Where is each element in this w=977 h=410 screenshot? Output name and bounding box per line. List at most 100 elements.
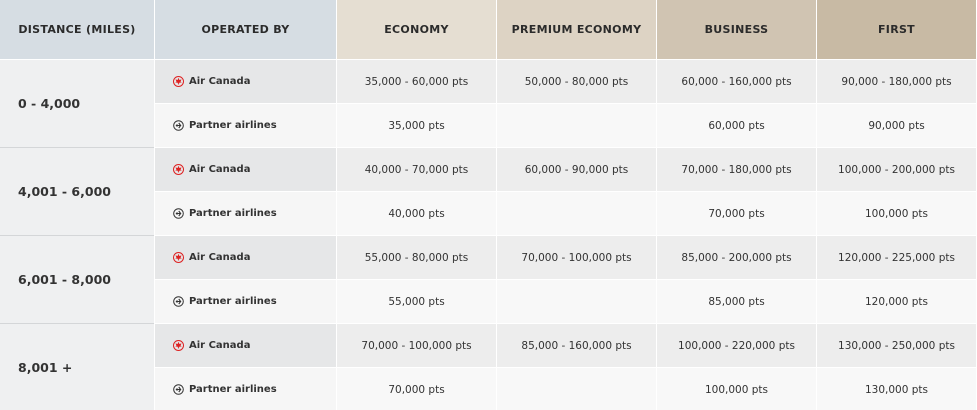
cell-text: 6,001 - 8,000	[18, 272, 111, 287]
cell-text: 120,000 - 225,000 pts	[838, 251, 955, 264]
fare-cell: 55,000 - 80,000 pts	[337, 236, 496, 279]
cell-text: 100,000 pts	[864, 207, 928, 220]
fare-cell: 40,000 pts	[337, 192, 496, 235]
cell-text: 40,000 - 70,000 pts	[364, 163, 469, 176]
cell-text: 60,000 - 90,000 pts	[524, 163, 629, 176]
cell-text: 55,000 pts	[388, 295, 445, 308]
fare-cell: 85,000 pts	[657, 280, 816, 323]
cell-text: Partner airlines	[189, 120, 277, 131]
cell-text: 60,000 - 160,000 pts	[681, 75, 792, 88]
air-canada-icon	[173, 76, 184, 87]
fare-cell: 100,000 pts	[817, 192, 976, 235]
fare-cell: 90,000 pts	[817, 104, 976, 147]
fare-cell: 35,000 pts	[337, 104, 496, 147]
fare-cell: 70,000 - 100,000 pts	[337, 324, 496, 367]
column-header: FIRST	[817, 0, 976, 59]
cell-text: 120,000 pts	[864, 295, 928, 308]
column-header: ECONOMY	[337, 0, 496, 59]
cell-text: DISTANCE (MILES)	[18, 23, 136, 36]
partner-icon	[173, 296, 184, 307]
fare-cell	[497, 104, 656, 147]
column-header: PREMIUM ECONOMY	[497, 0, 656, 59]
fare-cell: 100,000 - 200,000 pts	[817, 148, 976, 191]
fare-cell: 120,000 pts	[817, 280, 976, 323]
fare-cell: 85,000 - 160,000 pts	[497, 324, 656, 367]
fare-cell: 60,000 pts	[657, 104, 816, 147]
cell-text: 70,000 - 100,000 pts	[361, 339, 472, 352]
cell-text: 85,000 - 160,000 pts	[521, 339, 632, 352]
cell-text: Air Canada	[189, 164, 251, 175]
cell-text: 4,001 - 6,000	[18, 184, 111, 199]
air-canada-icon	[173, 252, 184, 263]
operator-cell: Partner airlines	[155, 104, 336, 147]
partner-icon	[173, 120, 184, 131]
air-canada-icon	[173, 164, 184, 175]
operator-cell: Air Canada	[155, 236, 336, 279]
cell-text: Partner airlines	[189, 208, 277, 219]
operator-cell: Air Canada	[155, 148, 336, 191]
cell-text: 130,000 pts	[864, 383, 928, 396]
cell-text: 70,000 pts	[708, 207, 765, 220]
cell-text: 40,000 pts	[388, 207, 445, 220]
fare-cell: 60,000 - 160,000 pts	[657, 60, 816, 103]
fare-cell: 130,000 - 250,000 pts	[817, 324, 976, 367]
cell-text: 85,000 pts	[708, 295, 765, 308]
operator-cell: Partner airlines	[155, 192, 336, 235]
cell-text: PREMIUM ECONOMY	[511, 23, 642, 36]
fare-cell	[497, 280, 656, 323]
fare-cell: 50,000 - 80,000 pts	[497, 60, 656, 103]
cell-text: Air Canada	[189, 76, 251, 87]
fare-cell: 70,000 pts	[657, 192, 816, 235]
fare-cell: 70,000 - 100,000 pts	[497, 236, 656, 279]
cell-text: 130,000 - 250,000 pts	[838, 339, 955, 352]
cell-text: 35,000 pts	[388, 119, 445, 132]
cell-text: 85,000 - 200,000 pts	[681, 251, 792, 264]
cell-text: 0 - 4,000	[18, 96, 81, 111]
cell-text: BUSINESS	[704, 23, 769, 36]
cell-text: 70,000 - 180,000 pts	[681, 163, 792, 176]
cell-text: 100,000 pts	[704, 383, 768, 396]
fare-cell	[497, 192, 656, 235]
fare-cell: 70,000 pts	[337, 368, 496, 410]
partner-icon	[173, 208, 184, 219]
cell-text: ECONOMY	[384, 23, 449, 36]
operator-cell: Air Canada	[155, 324, 336, 367]
cell-text: 35,000 - 60,000 pts	[364, 75, 469, 88]
air-canada-icon	[173, 340, 184, 351]
fare-cell: 90,000 - 180,000 pts	[817, 60, 976, 103]
cell-text: 100,000 - 200,000 pts	[838, 163, 955, 176]
column-header: BUSINESS	[657, 0, 816, 59]
cell-text: 60,000 pts	[708, 119, 765, 132]
cell-text: 90,000 pts	[868, 119, 925, 132]
fare-cell: 120,000 - 225,000 pts	[817, 236, 976, 279]
cell-text: FIRST	[877, 23, 915, 36]
fare-cell	[497, 368, 656, 410]
cell-text: 8,001 +	[18, 360, 73, 375]
column-header: OPERATED BY	[155, 0, 336, 59]
cell-text: Partner airlines	[189, 384, 277, 395]
distance-cell: 6,001 - 8,000	[0, 236, 154, 324]
fare-cell: 55,000 pts	[337, 280, 496, 323]
fare-cell: 35,000 - 60,000 pts	[337, 60, 496, 103]
fare-cell: 40,000 - 70,000 pts	[337, 148, 496, 191]
cell-text: Air Canada	[189, 252, 251, 263]
fare-cell: 130,000 pts	[817, 368, 976, 410]
cell-text: 55,000 - 80,000 pts	[364, 251, 469, 264]
partner-icon	[173, 384, 184, 395]
operator-cell: Partner airlines	[155, 280, 336, 323]
distance-cell: 4,001 - 6,000	[0, 148, 154, 236]
cell-text: 50,000 - 80,000 pts	[524, 75, 629, 88]
cell-text: Air Canada	[189, 340, 251, 351]
fare-cell: 85,000 - 200,000 pts	[657, 236, 816, 279]
fare-cell: 100,000 pts	[657, 368, 816, 410]
column-header: DISTANCE (MILES)	[0, 0, 154, 59]
fare-cell: 100,000 - 220,000 pts	[657, 324, 816, 367]
operator-cell: Air Canada	[155, 60, 336, 103]
cell-text: 70,000 pts	[388, 383, 445, 396]
cell-text: 90,000 - 180,000 pts	[841, 75, 952, 88]
cell-text: OPERATED BY	[201, 23, 290, 36]
cell-text: Partner airlines	[189, 296, 277, 307]
fare-cell: 70,000 - 180,000 pts	[657, 148, 816, 191]
cell-text: 70,000 - 100,000 pts	[521, 251, 632, 264]
